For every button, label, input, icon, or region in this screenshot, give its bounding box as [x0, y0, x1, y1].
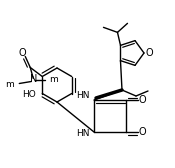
Text: O: O [138, 127, 146, 137]
Text: m: m [49, 75, 58, 84]
Text: N: N [30, 74, 37, 83]
Text: O: O [145, 48, 153, 58]
Text: HN: HN [76, 92, 90, 100]
Text: O: O [138, 95, 146, 105]
Text: HN: HN [76, 130, 90, 138]
Text: HO: HO [23, 90, 36, 99]
Text: O: O [19, 48, 26, 57]
Text: m: m [6, 80, 14, 89]
